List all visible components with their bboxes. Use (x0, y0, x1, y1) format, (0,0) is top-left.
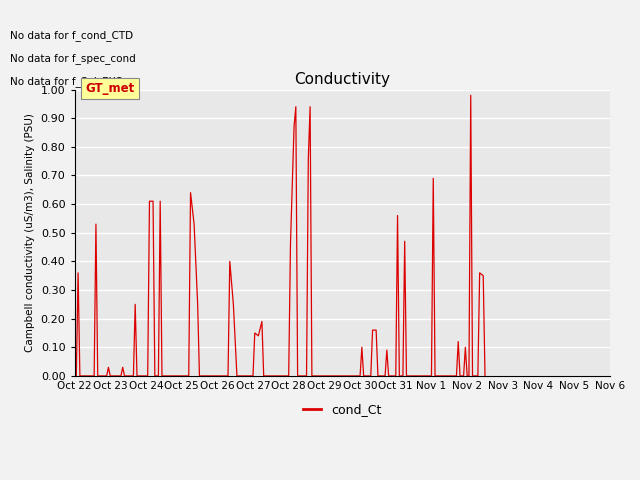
Text: GT_met: GT_met (86, 82, 135, 96)
Text: No data for f_cond_CTD: No data for f_cond_CTD (10, 30, 133, 41)
Text: No data for f_spec_cond: No data for f_spec_cond (10, 53, 136, 64)
Legend: cond_Ct: cond_Ct (298, 398, 387, 421)
Y-axis label: Campbell conductivity (uS/m3), Salinity (PSU): Campbell conductivity (uS/m3), Salinity … (25, 113, 35, 352)
Text: No data for f_Sal_EXO: No data for f_Sal_EXO (10, 76, 124, 87)
Title: Conductivity: Conductivity (294, 72, 390, 87)
